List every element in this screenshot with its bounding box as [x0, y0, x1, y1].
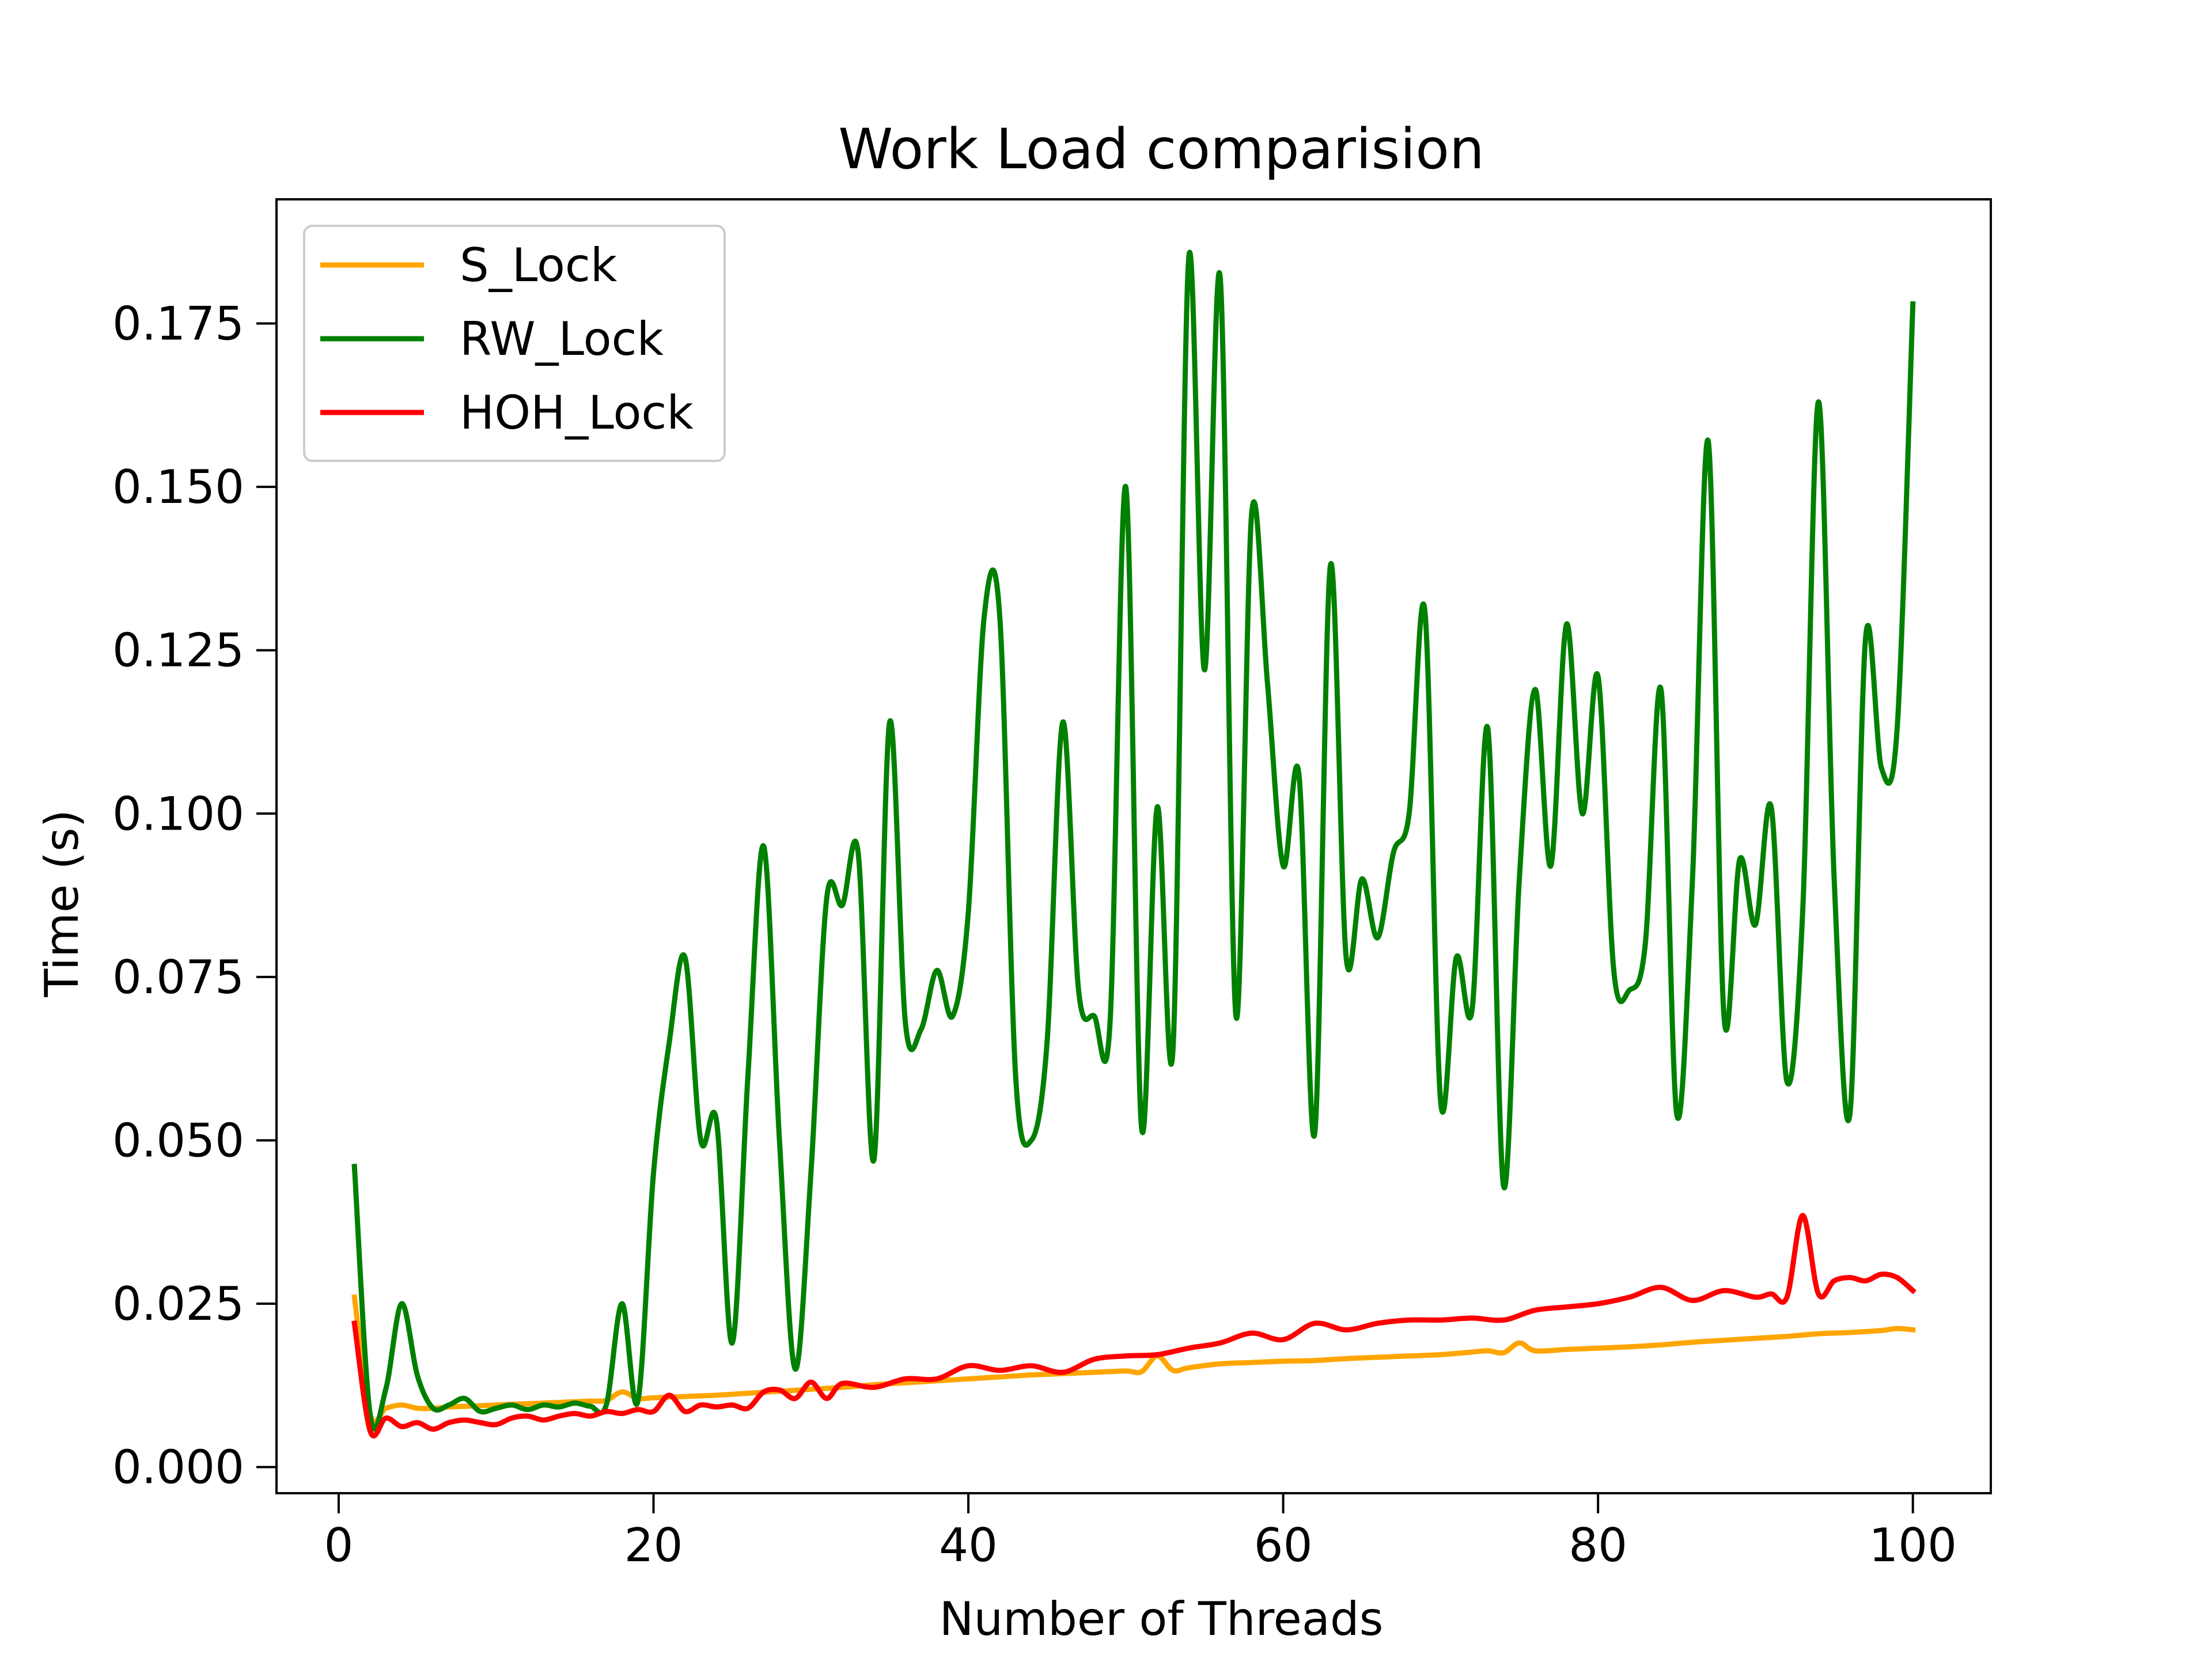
y-tick-label: 0.050 [112, 1114, 244, 1167]
chart-title: Work Load comparision [838, 117, 1484, 181]
y-tick-label: 0.100 [112, 787, 244, 841]
legend-box [303, 225, 726, 462]
x-tick-label: 60 [1254, 1519, 1313, 1572]
legend-label-s-lock: S_Lock [460, 238, 618, 292]
plot-area: 0 20 40 60 80 100 0.000 0.025 0.050 0.075 0.100 0.1… [112, 198, 1992, 1572]
x-tick-label: 80 [1569, 1519, 1627, 1572]
x-tick-label: 40 [939, 1519, 998, 1572]
y-tick-label: 0.175 [112, 297, 244, 351]
y-tick-label: 0.150 [112, 460, 244, 514]
y-tick-label: 0.000 [112, 1441, 244, 1494]
legend-label-hoh-lock: HOH_Lock [460, 386, 694, 440]
y-axis-label: Time (s) [35, 809, 89, 997]
series-line-rw-lock [351, 249, 1916, 1432]
y-tick-label: 0.075 [112, 951, 244, 1004]
legend-label-rw-lock: RW_Lock [460, 312, 664, 366]
y-tick-label: 0.125 [112, 624, 244, 677]
x-axis-label: Number of Threads [940, 1592, 1384, 1646]
legend: S_Lock RW_Lock HOH_Lock [303, 225, 726, 462]
x-tick-label: 0 [324, 1519, 353, 1572]
series-line-hoh-lock [351, 1213, 1917, 1439]
axes-frame [275, 198, 1992, 1494]
y-tick-label: 0.025 [112, 1277, 244, 1331]
x-tick-label: 100 [1869, 1519, 1957, 1572]
x-tick-label: 20 [624, 1519, 683, 1572]
